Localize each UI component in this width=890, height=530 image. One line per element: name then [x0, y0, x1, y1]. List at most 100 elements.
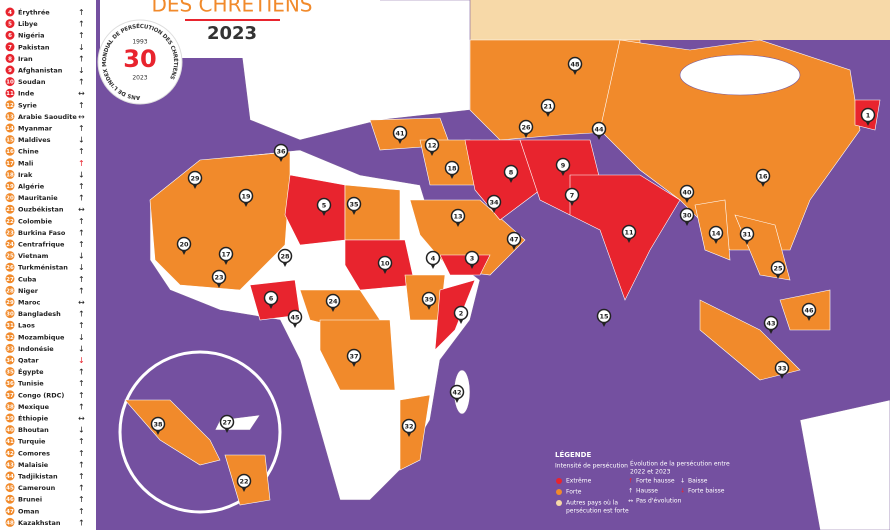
pin-label: 3: [470, 255, 475, 263]
rank: 19: [6, 184, 14, 190]
pin-label: 29: [190, 175, 200, 183]
trend: ↓: [78, 252, 85, 261]
country-name: Tadjikistan: [18, 473, 58, 481]
country-name: Mauritanie: [18, 194, 58, 202]
pin-label: 34: [489, 199, 499, 207]
rank: 46: [6, 497, 14, 503]
country-name: Bangladesh: [18, 310, 61, 318]
country-name: Afghanistan: [18, 67, 63, 75]
rank: 43: [6, 462, 14, 468]
rank-dot: [5, 401, 15, 411]
country-name: Irak: [18, 171, 33, 179]
country-name: Vietnam: [18, 252, 49, 260]
rank: 31: [6, 323, 14, 329]
trend: ↑: [78, 159, 85, 168]
pin-head: [755, 168, 771, 184]
trend: ↑: [78, 194, 85, 203]
rank: 12: [6, 103, 14, 109]
legend-title: LÉGENDE: [555, 450, 591, 459]
pin-label: 13: [453, 213, 462, 221]
legend-fall: Baisse: [688, 478, 708, 485]
trend: ↓: [78, 333, 85, 342]
rank: 8: [8, 56, 12, 62]
rank-dot: [5, 158, 15, 168]
badge-number: 30: [123, 45, 156, 73]
rank-dot: [5, 239, 15, 249]
country-name: Colombie: [18, 217, 53, 225]
trend: ↑: [78, 437, 85, 446]
trend: ↑: [78, 460, 85, 469]
country-name: Soudan: [18, 78, 46, 86]
pin-label: 45: [290, 314, 300, 322]
rank-dot: [5, 135, 15, 145]
pin-head: [424, 137, 440, 153]
rank: 13: [6, 114, 14, 120]
rank-dot: [5, 517, 15, 527]
rank-dot: [5, 53, 15, 63]
country-name: Égypte: [18, 367, 44, 376]
country-name: Syrie: [18, 101, 37, 109]
country-name: Turkménistan: [18, 264, 68, 272]
pin-head: [679, 207, 695, 223]
legend-strong-fall: Forte baisse: [688, 488, 725, 495]
country-name: Libye: [18, 20, 38, 28]
trend: ↑: [78, 495, 85, 504]
country-name: Cuba: [18, 275, 36, 283]
trend: ↑: [78, 78, 85, 87]
pin-label: 4: [431, 255, 436, 263]
rank-dot: [5, 425, 15, 435]
list-panel: [0, 0, 96, 530]
trend: ↑: [78, 379, 85, 388]
pin-label: 41: [395, 130, 405, 138]
rank: 26: [6, 265, 14, 271]
pin-label: 11: [624, 229, 634, 237]
pin-label: 40: [682, 189, 692, 197]
pin-label: 28: [280, 253, 290, 261]
pin-label: 20: [179, 241, 189, 249]
rank-dot: [5, 483, 15, 493]
country-name: Mexique: [18, 403, 50, 411]
trend: ↑: [78, 507, 85, 516]
pin-label: 9: [561, 162, 566, 170]
trend: ↔: [78, 414, 85, 423]
country-name: Algérie: [18, 183, 45, 191]
legend-strong-rise: Forte hausse: [636, 478, 675, 485]
rank: 41: [6, 439, 14, 445]
rank: 30: [6, 312, 14, 318]
country-name: Laos: [18, 322, 35, 330]
legend-rise: Hausse: [636, 488, 658, 495]
rank-dot: [5, 19, 15, 29]
trend: ↓: [78, 66, 85, 75]
legend-none: Pas d'évolution: [636, 498, 682, 505]
legend-intensity: Intensité de persécution: [555, 463, 628, 470]
pin-head: [591, 121, 607, 137]
rank-dot: [5, 459, 15, 469]
pin-head: [425, 250, 441, 266]
pin-label: 17: [221, 251, 230, 259]
country-name: Kazakhstan: [18, 519, 61, 527]
pin-head: [860, 107, 876, 123]
pin-head: [325, 293, 341, 309]
rank: 39: [6, 416, 14, 422]
pin-head: [540, 98, 556, 114]
pin-head: [219, 414, 235, 430]
trend: ↑: [78, 217, 85, 226]
trend: ↑: [78, 124, 85, 133]
pin-head: [564, 187, 580, 203]
pin-head: [679, 184, 695, 200]
pin-label: 14: [711, 230, 721, 238]
trend: ↑: [78, 147, 85, 156]
pin-head: [236, 473, 252, 489]
rank-dot: [5, 193, 15, 203]
rank-dot: [5, 100, 15, 110]
trend: ↑: [78, 228, 85, 237]
rank-dot: [5, 7, 15, 17]
rank: 21: [6, 207, 14, 213]
rank-dot: [5, 262, 15, 272]
pin-head: [273, 143, 289, 159]
trend: ↑: [78, 8, 85, 17]
country-name: Congo (RDC): [18, 391, 64, 399]
pin-label: 22: [239, 478, 248, 486]
rank-dot: [5, 355, 15, 365]
country-name: Indonésie: [18, 345, 54, 353]
